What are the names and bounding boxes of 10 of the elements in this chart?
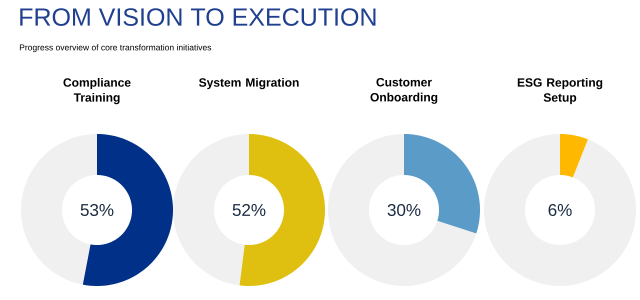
text: 6% — [548, 204, 572, 216]
text: Progress overview of core transformation initiatives — [20, 44, 212, 52]
text: 52% — [232, 204, 266, 216]
text: 30% — [388, 204, 420, 216]
text: 53% — [80, 204, 114, 216]
chart-title: Compliance Training — [63, 78, 131, 104]
chart-title: Customer Onboarding — [370, 78, 438, 104]
chart-title: ESG Reporting Setup — [518, 78, 602, 104]
text: FROM VISION TO EXECUTION — [20, 8, 376, 26]
chart-title: System Migration — [199, 78, 299, 90]
